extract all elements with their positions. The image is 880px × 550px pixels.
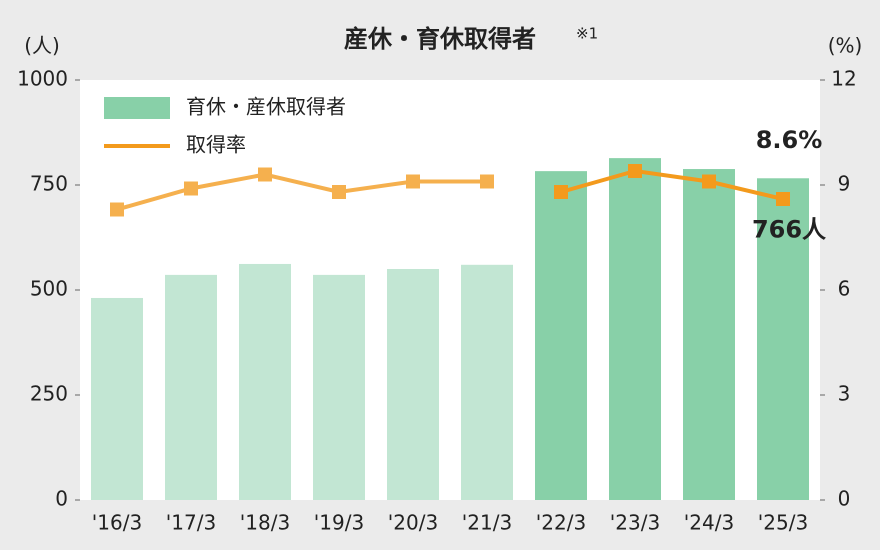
chart-title: 産休・育休取得者	[344, 25, 536, 53]
bar	[683, 169, 735, 501]
rate-marker	[628, 164, 642, 178]
rate-line	[116, 172, 487, 212]
rate-marker	[110, 202, 124, 217]
y2-tick-label: 12	[831, 67, 856, 91]
y2-tick-label: 6	[838, 277, 851, 301]
bar	[165, 274, 217, 500]
y2-tick-label: 0	[838, 487, 851, 511]
y2-tick-label: 9	[838, 172, 851, 196]
bar	[757, 178, 809, 500]
y-tick-label: 500	[30, 277, 68, 301]
bar	[609, 158, 661, 500]
x-tick-label: '19/3	[314, 511, 364, 535]
bar	[91, 297, 143, 500]
y2-tick-label: 3	[838, 382, 851, 406]
bar	[461, 264, 513, 500]
x-tick-label: '22/3	[536, 511, 586, 535]
x-tick-label: '23/3	[610, 511, 660, 535]
x-tick-label: '17/3	[166, 511, 216, 535]
x-tick-label: '25/3	[758, 511, 808, 535]
x-tick-label: '24/3	[684, 511, 734, 535]
rate-marker	[406, 174, 420, 189]
x-tick-label: '18/3	[240, 511, 290, 535]
y2-axis-label: (%)	[828, 34, 863, 58]
legend-label: 育休・産休取得者	[186, 95, 346, 119]
y-tick-label: 750	[30, 172, 68, 196]
y-tick-label: 250	[30, 382, 68, 406]
bar	[239, 263, 291, 500]
x-tick-label: '21/3	[462, 511, 512, 535]
y-axis-label: (人)	[24, 34, 60, 58]
rate-marker	[776, 192, 790, 206]
rate-marker	[332, 185, 346, 199]
rate-marker	[184, 181, 198, 196]
bar	[313, 274, 365, 500]
legend-label: 取得率	[186, 133, 246, 157]
y-tick-label: 0	[55, 487, 68, 511]
rate-marker	[480, 174, 494, 189]
rate-marker	[702, 174, 716, 189]
x-tick-label: '16/3	[92, 511, 142, 535]
rate-value-label: 8.6%	[756, 126, 823, 154]
rate-line	[560, 168, 784, 201]
y-tick-label: 1000	[17, 67, 68, 91]
bar	[535, 171, 587, 500]
title-note: ※1	[576, 25, 598, 43]
x-tick-label: '20/3	[388, 511, 438, 535]
legend-swatch	[104, 97, 170, 119]
bar	[387, 269, 439, 500]
rate-marker	[258, 167, 272, 182]
bar-value-label: 766人	[752, 215, 826, 243]
rate-marker	[554, 185, 568, 199]
